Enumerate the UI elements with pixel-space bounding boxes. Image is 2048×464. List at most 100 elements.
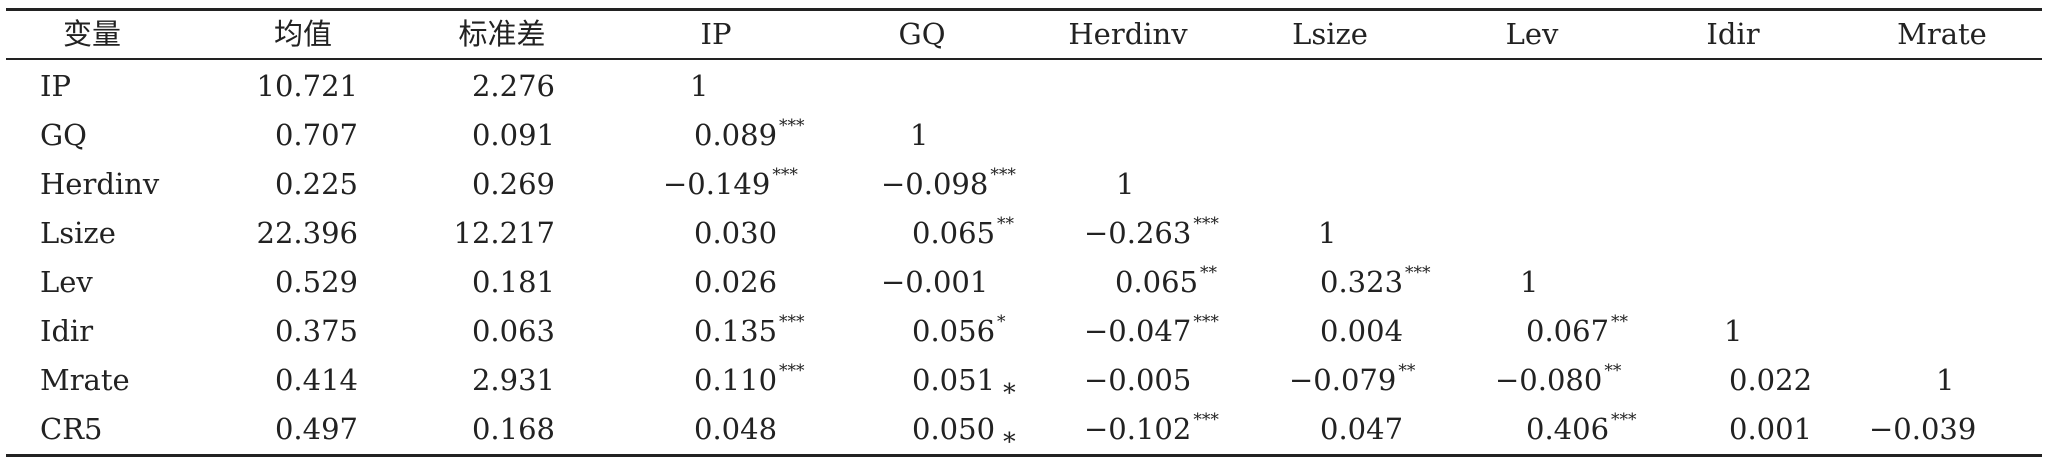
corr-cell: 0.050 ∗ xyxy=(912,404,1018,454)
corr-value: 0.026 xyxy=(694,265,778,299)
significance-stars: *** xyxy=(772,165,798,185)
header-cell: GQ xyxy=(898,17,946,51)
std-value: 12.217 xyxy=(453,216,555,250)
corr-value: 0.022 xyxy=(1729,363,1813,397)
header-cell: Mrate xyxy=(1897,17,1987,51)
header-cell: Lev xyxy=(1505,17,1559,51)
std-value: 2.931 xyxy=(471,363,555,397)
corr-cell: 0.135 *** xyxy=(694,306,805,356)
significance-stars: *** xyxy=(1405,263,1431,283)
corr-cell: 1 xyxy=(1318,208,1336,258)
row-label: CR5 xyxy=(40,412,103,446)
corr-value: 0.001 xyxy=(1729,412,1813,446)
std-value: 0.269 xyxy=(471,167,555,201)
row-label: Lsize xyxy=(40,216,116,250)
header-cell: 均值 xyxy=(273,17,333,51)
header-cell: 变量 xyxy=(62,17,122,51)
corr-cell: 0.001 xyxy=(1729,404,1812,454)
header-cell: Lsize xyxy=(1292,17,1368,51)
header-cell: Herdinv xyxy=(1068,17,1188,51)
corr-value: −0.079 xyxy=(1289,363,1397,397)
std-value: 2.276 xyxy=(471,69,555,103)
corr-cell: 1 xyxy=(1116,159,1134,209)
significance-stars: ** xyxy=(1604,361,1622,381)
corr-value: 0.323 xyxy=(1320,265,1404,299)
significance-stars: * xyxy=(997,312,1006,332)
significance-stars: *** xyxy=(1193,312,1219,332)
mean-value: 0.497 xyxy=(274,412,358,446)
corr-value: −0.080 xyxy=(1495,363,1603,397)
corr-value: −0.001 xyxy=(881,265,989,299)
corr-value: 0.406 xyxy=(1526,412,1610,446)
corr-value: 0.135 xyxy=(694,314,778,348)
row-label: Idir xyxy=(40,314,94,348)
corr-cell: 0.065 ** xyxy=(912,208,1014,258)
corr-value: 1 xyxy=(1116,167,1135,201)
significance-stars: ∗ xyxy=(1001,422,1019,451)
corr-cell: 1 xyxy=(910,110,928,160)
significance-stars: ∗ xyxy=(1001,373,1019,402)
corr-cell: −0.039 xyxy=(1869,404,1976,454)
corr-value: 1 xyxy=(1520,265,1539,299)
corr-value: 0.067 xyxy=(1526,314,1610,348)
corr-value: 0.065 xyxy=(912,216,996,250)
significance-stars: *** xyxy=(1611,410,1637,430)
corr-value: 0.048 xyxy=(694,412,778,446)
corr-cell: −0.263 *** xyxy=(1084,208,1219,258)
row-label: Mrate xyxy=(40,363,130,397)
corr-value: 1 xyxy=(1724,314,1743,348)
corr-cell: 1 xyxy=(1520,257,1538,307)
corr-value: −0.263 xyxy=(1084,216,1192,250)
std-value: 0.063 xyxy=(471,314,555,348)
corr-value: −0.039 xyxy=(1869,412,1977,446)
corr-value: −0.149 xyxy=(663,167,771,201)
mean-value: 0.375 xyxy=(274,314,358,348)
corr-value: 0.089 xyxy=(694,118,778,152)
corr-value: 0.050 xyxy=(912,412,996,446)
corr-value: 0.051 xyxy=(912,363,996,397)
mean-value: 0.529 xyxy=(274,265,358,299)
corr-value: −0.005 xyxy=(1084,363,1192,397)
corr-cell: 0.048 xyxy=(694,404,777,454)
corr-value: 0.065 xyxy=(1115,265,1199,299)
row-label: IP xyxy=(40,69,71,103)
corr-cell: 0.004 xyxy=(1320,306,1403,356)
significance-stars: ** xyxy=(997,214,1015,234)
corr-value: −0.098 xyxy=(881,167,989,201)
corr-cell: 0.067 ** xyxy=(1526,306,1628,356)
significance-stars: ** xyxy=(1611,312,1629,332)
significance-stars: *** xyxy=(779,312,805,332)
corr-cell: 0.047 xyxy=(1320,404,1403,454)
corr-value: 1 xyxy=(1936,363,1955,397)
corr-cell: −0.098 *** xyxy=(881,159,1016,209)
significance-stars: *** xyxy=(779,361,805,381)
corr-cell: −0.001 xyxy=(881,257,988,307)
bottom-rule xyxy=(6,454,2042,457)
row-label: Herdinv xyxy=(40,167,160,201)
corr-value: 0.030 xyxy=(694,216,778,250)
corr-cell: 0.026 xyxy=(694,257,777,307)
mean-value: 0.707 xyxy=(274,118,358,152)
significance-stars: *** xyxy=(990,165,1016,185)
std-value: 0.091 xyxy=(471,118,555,152)
significance-stars: ** xyxy=(1200,263,1218,283)
mean-value: 0.225 xyxy=(274,167,358,201)
header-cell: IP xyxy=(700,17,732,51)
corr-cell: −0.102 *** xyxy=(1084,404,1219,454)
header-cell: Idir xyxy=(1706,17,1760,51)
top-rule xyxy=(6,8,2042,11)
corr-cell: −0.149 *** xyxy=(663,159,798,209)
mean-value: 22.396 xyxy=(256,216,358,250)
row-label: GQ xyxy=(40,118,87,152)
corr-cell: 0.323 *** xyxy=(1320,257,1431,307)
std-value: 0.181 xyxy=(471,265,555,299)
corr-value: 0.056 xyxy=(912,314,996,348)
significance-stars: ** xyxy=(1398,361,1416,381)
corr-value: 1 xyxy=(690,69,709,103)
corr-cell: 0.406 *** xyxy=(1526,404,1637,454)
corr-cell: −0.080 ** xyxy=(1495,355,1621,405)
std-value: 0.168 xyxy=(471,412,555,446)
header-cell: 标准差 xyxy=(458,17,546,51)
significance-stars: *** xyxy=(1193,410,1219,430)
corr-cell: 0.089 *** xyxy=(694,110,805,160)
